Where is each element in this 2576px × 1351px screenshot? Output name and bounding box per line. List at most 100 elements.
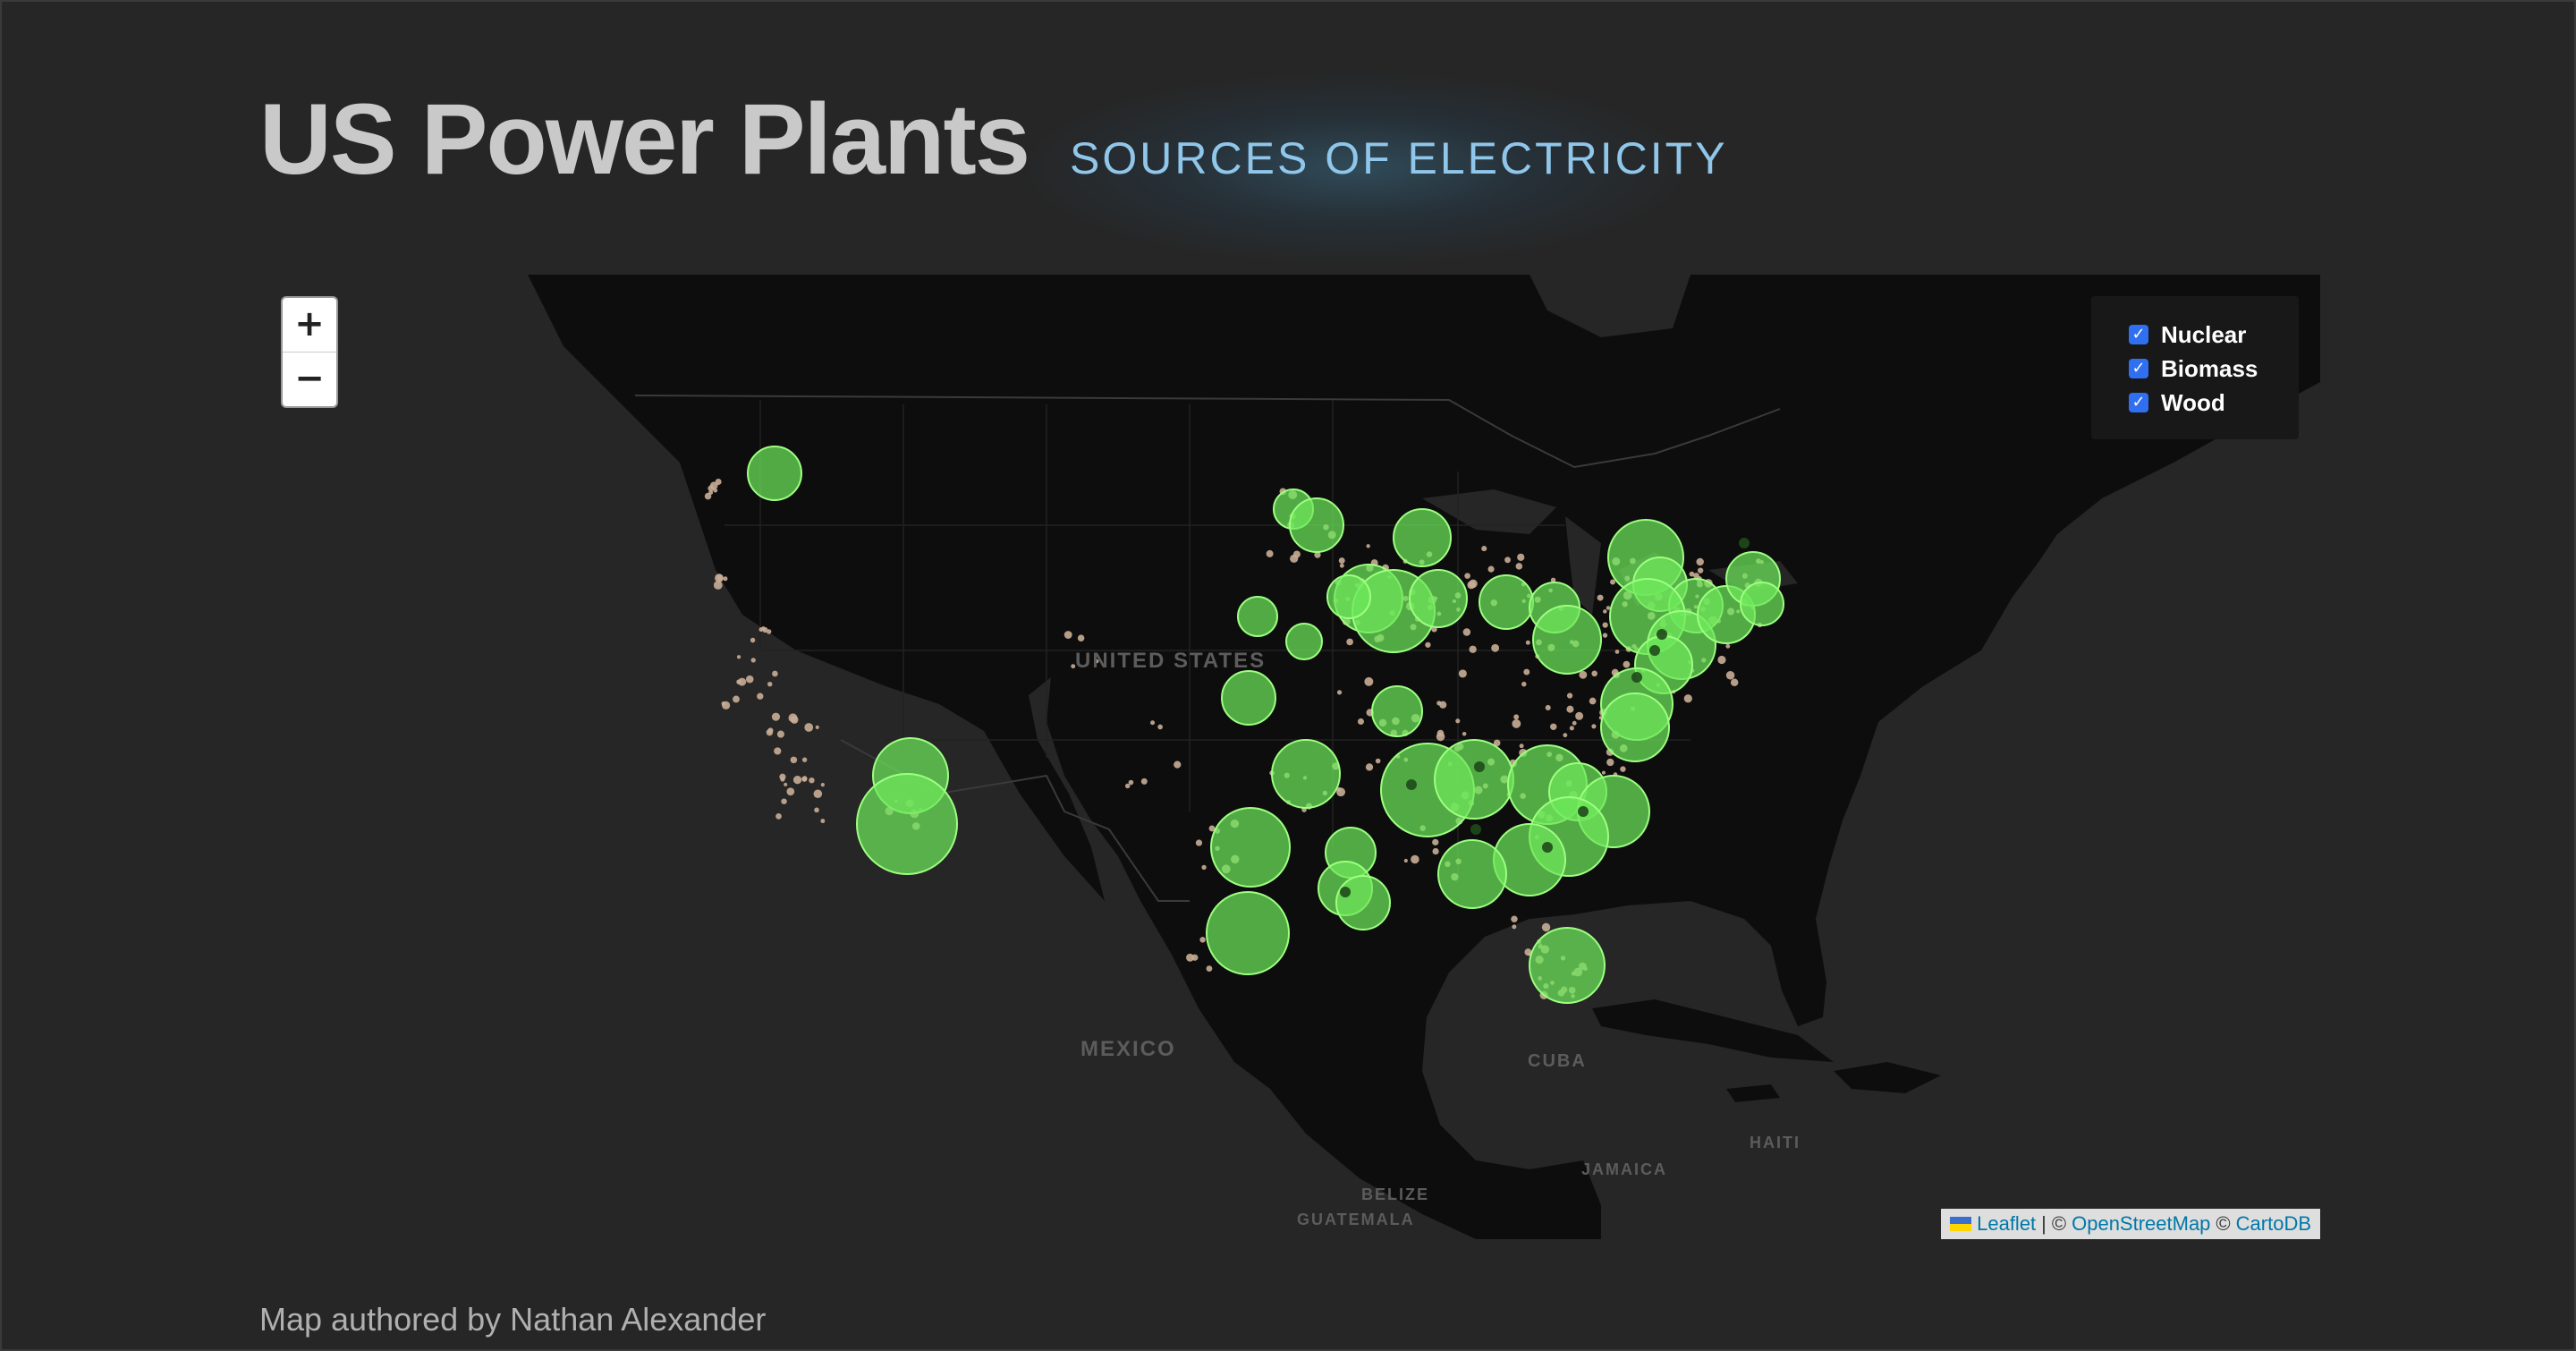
nuclear-plant-marker[interactable] — [1479, 574, 1534, 630]
biomass-plant-marker[interactable] — [1601, 770, 1606, 775]
biomass-plant-marker[interactable] — [1375, 758, 1381, 764]
biomass-plant-marker[interactable] — [1063, 631, 1072, 639]
biomass-plant-marker[interactable] — [1696, 557, 1704, 566]
biomass-plant-marker[interactable] — [1566, 692, 1573, 699]
biomass-plant-marker[interactable] — [733, 695, 740, 703]
biomass-plant-marker[interactable] — [1411, 854, 1419, 864]
biomass-plant-marker[interactable] — [820, 819, 826, 824]
wood-plant-marker[interactable] — [1470, 824, 1481, 835]
biomass-plant-marker[interactable] — [1512, 718, 1521, 728]
nuclear-plant-marker[interactable] — [1434, 739, 1514, 820]
biomass-plant-marker[interactable] — [814, 807, 819, 813]
biomass-plant-marker[interactable] — [758, 627, 764, 633]
biomass-plant-marker[interactable] — [1436, 701, 1442, 706]
biomass-plant-marker[interactable] — [762, 626, 768, 633]
biomass-plant-marker[interactable] — [1725, 671, 1735, 680]
biomass-plant-marker[interactable] — [801, 776, 808, 782]
biomass-plant-marker[interactable] — [1603, 609, 1607, 614]
biomass-plant-marker[interactable] — [1569, 726, 1574, 731]
nuclear-plant-marker[interactable] — [1600, 692, 1670, 762]
biomass-plant-marker[interactable] — [1469, 579, 1478, 589]
zoom-in-button[interactable]: + — [283, 298, 336, 353]
biomass-plant-marker[interactable] — [1357, 718, 1365, 725]
biomass-plant-marker[interactable] — [1597, 594, 1604, 601]
biomass-plant-marker[interactable] — [781, 798, 787, 804]
biomass-plant-marker[interactable] — [1436, 732, 1445, 742]
biomass-plant-marker[interactable] — [1572, 720, 1577, 726]
biomass-plant-marker[interactable] — [784, 782, 788, 786]
biomass-plant-marker[interactable] — [1481, 546, 1487, 552]
biomass-plant-marker[interactable] — [1124, 783, 1131, 789]
biomass-plant-marker[interactable] — [1493, 739, 1501, 747]
nuclear-plant-marker[interactable] — [1271, 739, 1341, 809]
layer-wood[interactable]: ✓ Wood — [2129, 386, 2299, 420]
biomass-plant-marker[interactable] — [1579, 670, 1588, 679]
wood-plant-marker[interactable] — [1340, 887, 1351, 897]
openstreetmap-link[interactable]: OpenStreetMap — [2072, 1212, 2211, 1235]
biomass-plant-marker[interactable] — [1403, 858, 1408, 863]
biomass-plant-marker[interactable] — [1512, 924, 1517, 930]
biomass-plant-marker[interactable] — [736, 679, 741, 684]
biomass-plant-marker[interactable] — [1606, 758, 1614, 767]
biomass-plant-marker[interactable] — [1524, 948, 1532, 956]
biomass-plant-marker[interactable] — [1563, 733, 1568, 738]
biomass-plant-marker[interactable] — [1566, 705, 1574, 713]
biomass-plant-marker[interactable] — [772, 670, 778, 677]
biomass-plant-marker[interactable] — [1683, 694, 1692, 703]
biomass-plant-marker[interactable] — [1591, 724, 1597, 729]
biomass-plant-marker[interactable] — [1469, 645, 1477, 653]
biomass-plant-marker[interactable] — [1208, 825, 1216, 832]
zoom-out-button[interactable]: − — [294, 358, 325, 399]
biomass-plant-marker[interactable] — [1455, 718, 1461, 724]
checkbox-checked-icon[interactable]: ✓ — [2129, 325, 2148, 344]
biomass-plant-marker[interactable] — [813, 789, 823, 799]
biomass-plant-marker[interactable] — [1602, 622, 1608, 628]
biomass-plant-marker[interactable] — [1432, 847, 1439, 855]
biomass-plant-marker[interactable] — [1725, 643, 1731, 649]
biomass-plant-marker[interactable] — [722, 701, 731, 709]
biomass-plant-marker[interactable] — [1266, 549, 1274, 557]
biomass-plant-marker[interactable] — [1620, 766, 1626, 772]
biomass-plant-marker[interactable] — [708, 489, 714, 495]
biomass-plant-marker[interactable] — [757, 692, 764, 700]
biomass-plant-marker[interactable] — [1550, 723, 1557, 731]
biomass-plant-marker[interactable] — [1541, 922, 1551, 932]
map[interactable]: UNITED STATES MEXICO CUBA HAITI JAMAICA … — [259, 275, 2320, 1239]
basemap[interactable] — [259, 275, 2320, 1239]
nuclear-plant-marker[interactable] — [1335, 875, 1391, 930]
biomass-plant-marker[interactable] — [1338, 557, 1345, 565]
nuclear-plant-marker[interactable] — [1371, 685, 1423, 737]
wood-plant-marker[interactable] — [1631, 672, 1642, 683]
nuclear-plant-marker[interactable] — [1206, 891, 1290, 975]
wood-plant-marker[interactable] — [1578, 806, 1589, 817]
biomass-plant-marker[interactable] — [1550, 577, 1556, 583]
biomass-plant-marker[interactable] — [792, 775, 802, 785]
biomass-plant-marker[interactable] — [790, 756, 798, 764]
nuclear-plant-marker[interactable] — [1237, 596, 1278, 637]
biomass-plant-marker[interactable] — [1515, 563, 1523, 570]
biomass-plant-marker[interactable] — [786, 787, 795, 796]
nuclear-plant-marker[interactable] — [1740, 582, 1784, 626]
checkbox-checked-icon[interactable]: ✓ — [2129, 393, 2148, 412]
biomass-plant-marker[interactable] — [1174, 760, 1182, 769]
biomass-plant-marker[interactable] — [750, 637, 756, 643]
biomass-plant-marker[interactable] — [1491, 643, 1500, 652]
checkbox-checked-icon[interactable]: ✓ — [2129, 359, 2148, 378]
biomass-plant-marker[interactable] — [1464, 573, 1470, 579]
biomass-plant-marker[interactable] — [1199, 937, 1206, 943]
biomass-plant-marker[interactable] — [1290, 554, 1299, 564]
biomass-plant-marker[interactable] — [1487, 565, 1495, 573]
biomass-plant-marker[interactable] — [1462, 731, 1467, 736]
biomass-plant-marker[interactable] — [1513, 714, 1520, 720]
biomass-plant-marker[interactable] — [1717, 655, 1726, 665]
biomass-plant-marker[interactable] — [1071, 664, 1076, 669]
biomass-plant-marker[interactable] — [1346, 638, 1353, 646]
biomass-plant-marker[interactable] — [1545, 704, 1551, 710]
biomass-plant-marker[interactable] — [1606, 606, 1611, 610]
biomass-plant-marker[interactable] — [1201, 864, 1207, 871]
biomass-plant-marker[interactable] — [1591, 670, 1597, 677]
biomass-plant-marker[interactable] — [1432, 838, 1439, 845]
layer-biomass[interactable]: ✓ Biomass — [2129, 352, 2299, 386]
biomass-plant-marker[interactable] — [1689, 571, 1695, 577]
biomass-plant-marker[interactable] — [713, 581, 723, 590]
